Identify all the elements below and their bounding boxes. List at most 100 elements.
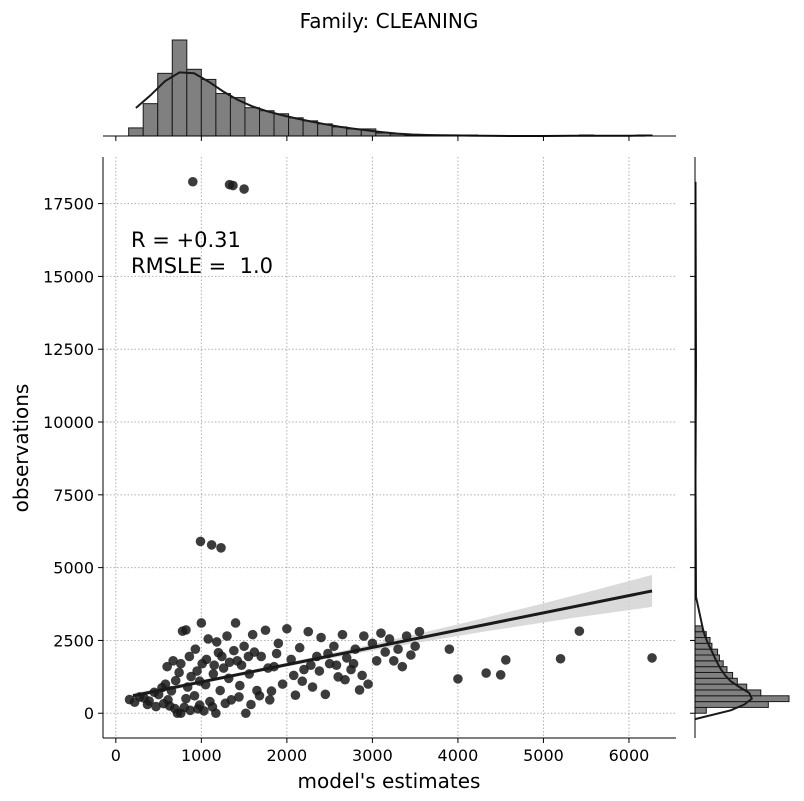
right-hist-bar xyxy=(694,701,769,708)
data-point xyxy=(331,660,342,670)
data-point xyxy=(306,660,316,670)
data-point xyxy=(393,644,403,654)
data-point xyxy=(181,693,191,704)
data-point xyxy=(357,670,367,681)
data-point xyxy=(354,685,365,695)
data-point xyxy=(151,701,161,712)
y-tick-label: 17500 xyxy=(43,195,94,214)
data-point xyxy=(239,641,249,652)
x-tick-label: 6000 xyxy=(609,746,650,765)
data-point xyxy=(282,623,292,634)
data-point xyxy=(184,651,195,662)
y-tick-label: 7500 xyxy=(53,486,94,505)
data-point xyxy=(401,631,412,641)
data-point xyxy=(337,629,348,640)
data-point xyxy=(299,664,309,675)
data-point xyxy=(380,647,391,657)
data-point xyxy=(260,625,271,636)
x-tick-label: 4000 xyxy=(438,746,479,765)
data-point xyxy=(230,618,241,628)
data-point xyxy=(290,690,301,700)
data-point xyxy=(218,663,229,673)
data-point xyxy=(190,644,201,654)
data-point xyxy=(185,705,196,716)
data-point xyxy=(303,626,314,637)
data-point xyxy=(444,644,455,654)
data-point xyxy=(174,667,184,678)
main-plot-area: 0 1000 2000 3000 4000 5000 6000 0 2500 5000 7500 1… xyxy=(43,136,695,765)
data-point xyxy=(228,180,238,191)
y-tick-label: 10000 xyxy=(43,413,94,432)
top-hist-bar xyxy=(186,68,202,137)
data-point xyxy=(647,653,657,663)
right-hist-bar xyxy=(694,695,790,703)
data-point xyxy=(340,674,350,685)
data-point xyxy=(168,656,178,666)
data-point xyxy=(181,625,191,635)
data-point xyxy=(236,660,247,670)
data-point xyxy=(264,695,275,705)
data-point xyxy=(288,670,299,681)
data-point xyxy=(314,666,325,676)
top-hist-bar xyxy=(200,78,217,137)
data-point xyxy=(481,668,491,678)
x-tick-label: 3000 xyxy=(352,746,393,765)
data-point xyxy=(453,674,463,684)
right-hist-bar xyxy=(694,706,707,714)
data-point xyxy=(234,692,244,702)
data-point xyxy=(208,669,219,679)
data-point xyxy=(239,184,249,194)
data-point xyxy=(222,631,232,641)
data-point xyxy=(206,540,217,550)
data-point xyxy=(254,690,265,701)
data-point xyxy=(176,658,186,669)
chart-title: Family: CLEANING xyxy=(300,9,479,33)
data-point xyxy=(410,641,420,652)
y-tick-label: 0 xyxy=(84,704,94,723)
y-tick-label: 12500 xyxy=(43,340,94,359)
y-tick-label: 5000 xyxy=(53,559,94,578)
top-hist-bar xyxy=(259,110,275,137)
data-point xyxy=(501,655,511,665)
data-point xyxy=(574,626,585,636)
data-point xyxy=(273,638,284,649)
y-tick-label: 2500 xyxy=(53,631,94,650)
annotation-r: R = +0.31 xyxy=(131,228,241,252)
data-point xyxy=(384,634,395,644)
x-tick-label: 0 xyxy=(111,746,121,765)
data-point xyxy=(277,679,288,689)
top-hist-bar xyxy=(244,107,261,137)
data-point xyxy=(286,654,296,665)
y-axis-label: observations xyxy=(9,384,33,513)
top-hist-bar xyxy=(288,117,304,137)
data-point xyxy=(297,676,308,687)
data-point xyxy=(224,657,235,668)
data-point xyxy=(271,648,282,659)
data-point xyxy=(216,543,226,553)
data-point xyxy=(414,626,425,637)
data-point xyxy=(162,661,172,672)
data-point xyxy=(209,660,219,670)
data-point xyxy=(266,686,277,696)
data-point xyxy=(215,685,225,696)
data-point xyxy=(307,682,318,692)
data-point xyxy=(247,629,258,640)
data-point xyxy=(348,658,359,669)
data-point xyxy=(199,706,209,716)
data-point xyxy=(207,702,218,712)
data-point xyxy=(203,634,213,644)
data-point xyxy=(397,661,408,672)
data-point xyxy=(196,618,207,628)
data-point xyxy=(294,642,305,653)
top-hist-bar xyxy=(142,103,159,137)
data-point xyxy=(359,631,369,641)
x-tick-label: 1000 xyxy=(181,746,222,765)
data-point xyxy=(195,536,206,547)
top-marginal-histogram xyxy=(103,39,676,137)
data-point xyxy=(246,699,256,710)
x-tick-label: 5000 xyxy=(523,746,564,765)
annotation-rmsle: RMSLE = 1.0 xyxy=(131,254,273,278)
data-point xyxy=(371,656,382,666)
x-axis-label: model's estimates xyxy=(298,769,481,793)
data-point xyxy=(189,690,200,701)
